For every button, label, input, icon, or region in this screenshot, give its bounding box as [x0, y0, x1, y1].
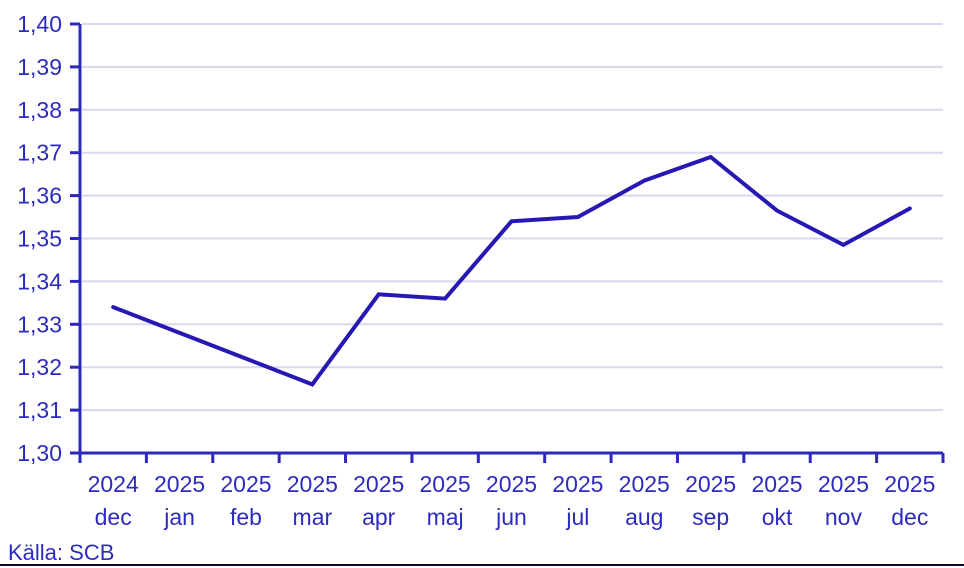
y-tick-label: 1,34 — [17, 268, 62, 294]
x-tick-label-year: 2025 — [353, 471, 404, 497]
x-tick-label-month: aug — [625, 504, 663, 530]
x-tick-label-month: maj — [427, 504, 464, 530]
x-tick-label-month: jul — [565, 504, 589, 530]
x-tick-label-month: nov — [825, 504, 863, 530]
x-tick-label-year: 2025 — [552, 471, 603, 497]
x-tick-label-month: apr — [362, 504, 396, 530]
x-tick-label-year: 2025 — [287, 471, 338, 497]
y-tick-label: 1,32 — [17, 354, 62, 380]
x-tick-label-year: 2025 — [154, 471, 205, 497]
x-tick-label-year: 2025 — [420, 471, 471, 497]
x-tick-label-year: 2025 — [619, 471, 670, 497]
x-tick-label-year: 2025 — [818, 471, 869, 497]
x-tick-label-year: 2025 — [884, 471, 935, 497]
x-tick-label-month: jan — [163, 504, 195, 530]
x-tick-label-month: okt — [762, 504, 793, 530]
y-tick-label: 1,33 — [17, 311, 62, 337]
y-tick-label: 1,38 — [17, 97, 62, 123]
x-tick-label-month: feb — [230, 504, 262, 530]
y-tick-label: 1,36 — [17, 183, 62, 209]
x-tick-label-year: 2024 — [88, 471, 139, 497]
y-tick-label: 1,30 — [17, 440, 62, 466]
x-tick-label-month: jun — [495, 504, 527, 530]
y-tick-label: 1,31 — [17, 397, 62, 423]
x-tick-label-month: mar — [293, 504, 333, 530]
y-tick-label: 1,37 — [17, 140, 62, 166]
x-tick-label-month: sep — [692, 504, 729, 530]
x-tick-label-year: 2025 — [220, 471, 271, 497]
bottom-border — [0, 564, 964, 566]
y-tick-label: 1,35 — [17, 226, 62, 252]
x-tick-label-month: dec — [95, 504, 132, 530]
y-tick-label: 1,39 — [17, 54, 62, 80]
y-tick-label: 1,40 — [17, 11, 62, 37]
x-tick-label-year: 2025 — [486, 471, 537, 497]
data-line — [111, 154, 912, 387]
x-tick-label-year: 2025 — [685, 471, 736, 497]
x-tick-label-year: 2025 — [751, 471, 802, 497]
x-tick-label-month: dec — [891, 504, 928, 530]
source-label: Källa: SCB — [8, 540, 114, 565]
